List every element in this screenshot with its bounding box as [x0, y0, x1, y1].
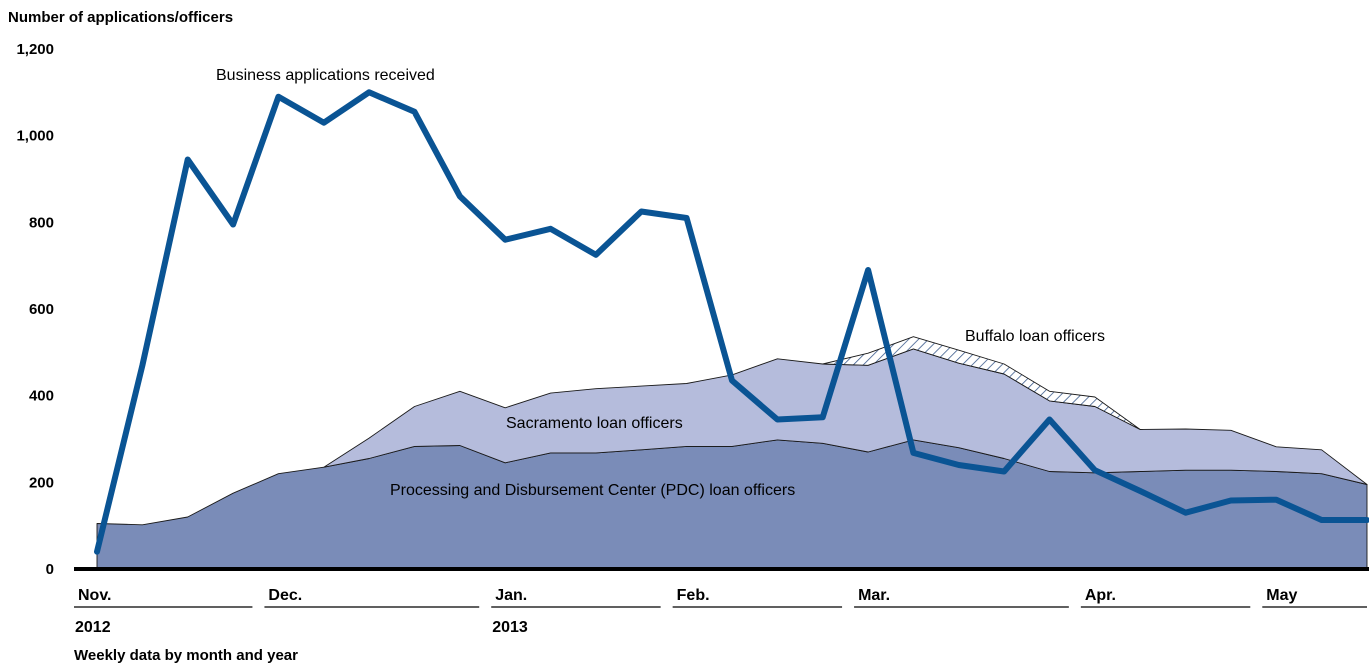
y-tick-label: 1,200	[16, 41, 54, 58]
sacramento-area	[323, 348, 1368, 485]
x-year-label: 2012	[75, 619, 111, 636]
annotation-pdc: Processing and Disbursement Center (PDC)…	[390, 482, 795, 499]
x-axis-title: Weekly data by month and year	[74, 647, 298, 664]
x-month-label: May	[1266, 587, 1297, 604]
y-axis-title: Number of applications/officers	[8, 9, 233, 26]
buffalo-area	[822, 336, 1141, 430]
x-year-label: 2013	[492, 619, 528, 636]
x-month-label: Feb.	[677, 587, 710, 604]
applications-line	[94, 89, 1369, 555]
x-month-label: Nov.	[78, 587, 111, 604]
x-month-label: Jan.	[495, 587, 527, 604]
y-tick-label: 0	[46, 561, 54, 578]
x-month-label: Mar.	[858, 587, 890, 604]
applications-line-layer	[94, 89, 1369, 555]
stacked-areas	[96, 336, 1368, 570]
y-tick-label: 800	[29, 214, 54, 231]
y-axis-ticks: 0 200 400 600 800 1,000 1,200	[16, 41, 54, 578]
annotation-sacramento: Sacramento loan officers	[506, 415, 683, 432]
annotation-applications: Business applications received	[216, 67, 435, 84]
x-axis-months: Nov. 2012 Dec. Jan. 2013 Feb. Mar. Apr. May	[74, 587, 1367, 636]
annotations: Business applications received Buffalo l…	[216, 67, 1105, 499]
x-month-label: Apr.	[1085, 587, 1116, 604]
annotation-buffalo: Buffalo loan officers	[965, 328, 1105, 345]
y-tick-label: 400	[29, 388, 54, 405]
y-tick-label: 1,000	[16, 128, 54, 145]
y-tick-label: 600	[29, 301, 54, 318]
y-tick-label: 200	[29, 474, 54, 491]
x-month-label: Dec.	[268, 587, 302, 604]
